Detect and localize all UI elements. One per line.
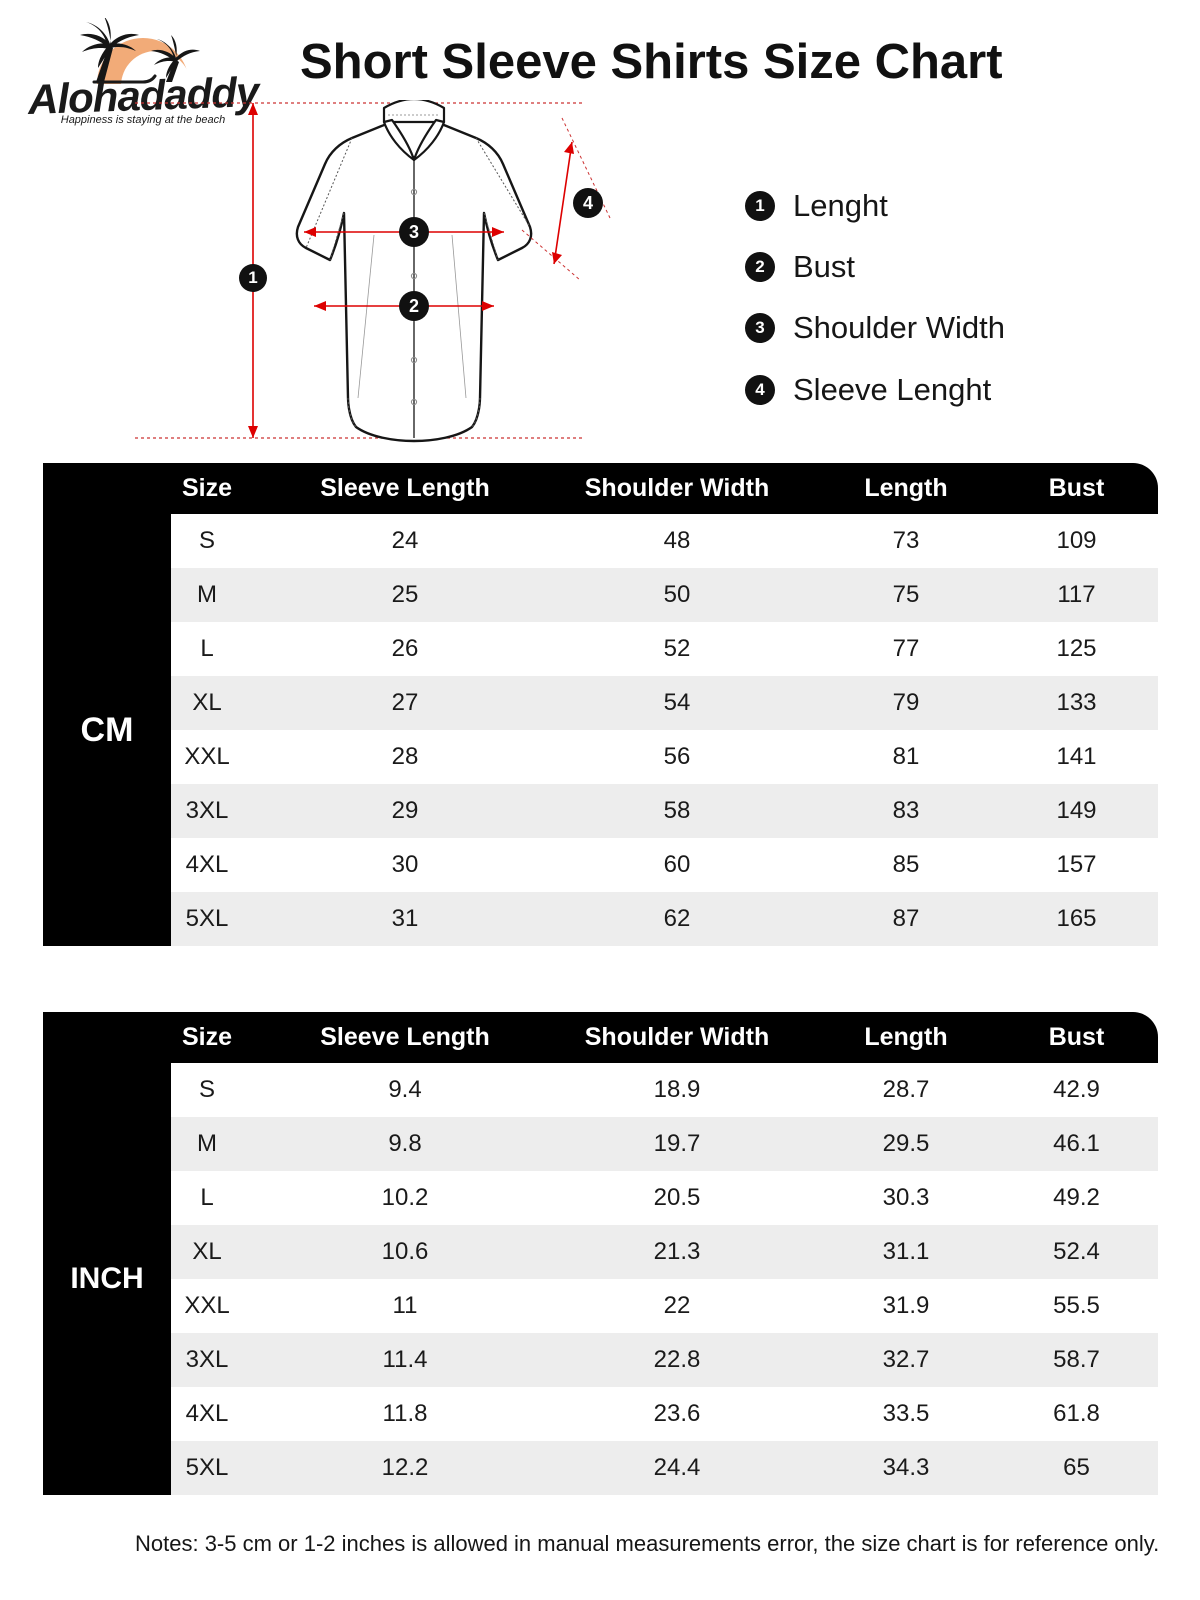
svg-text:4: 4 — [583, 193, 593, 213]
svg-text:1: 1 — [248, 268, 257, 287]
svg-text:2: 2 — [409, 296, 419, 316]
svg-text:3: 3 — [409, 222, 419, 242]
